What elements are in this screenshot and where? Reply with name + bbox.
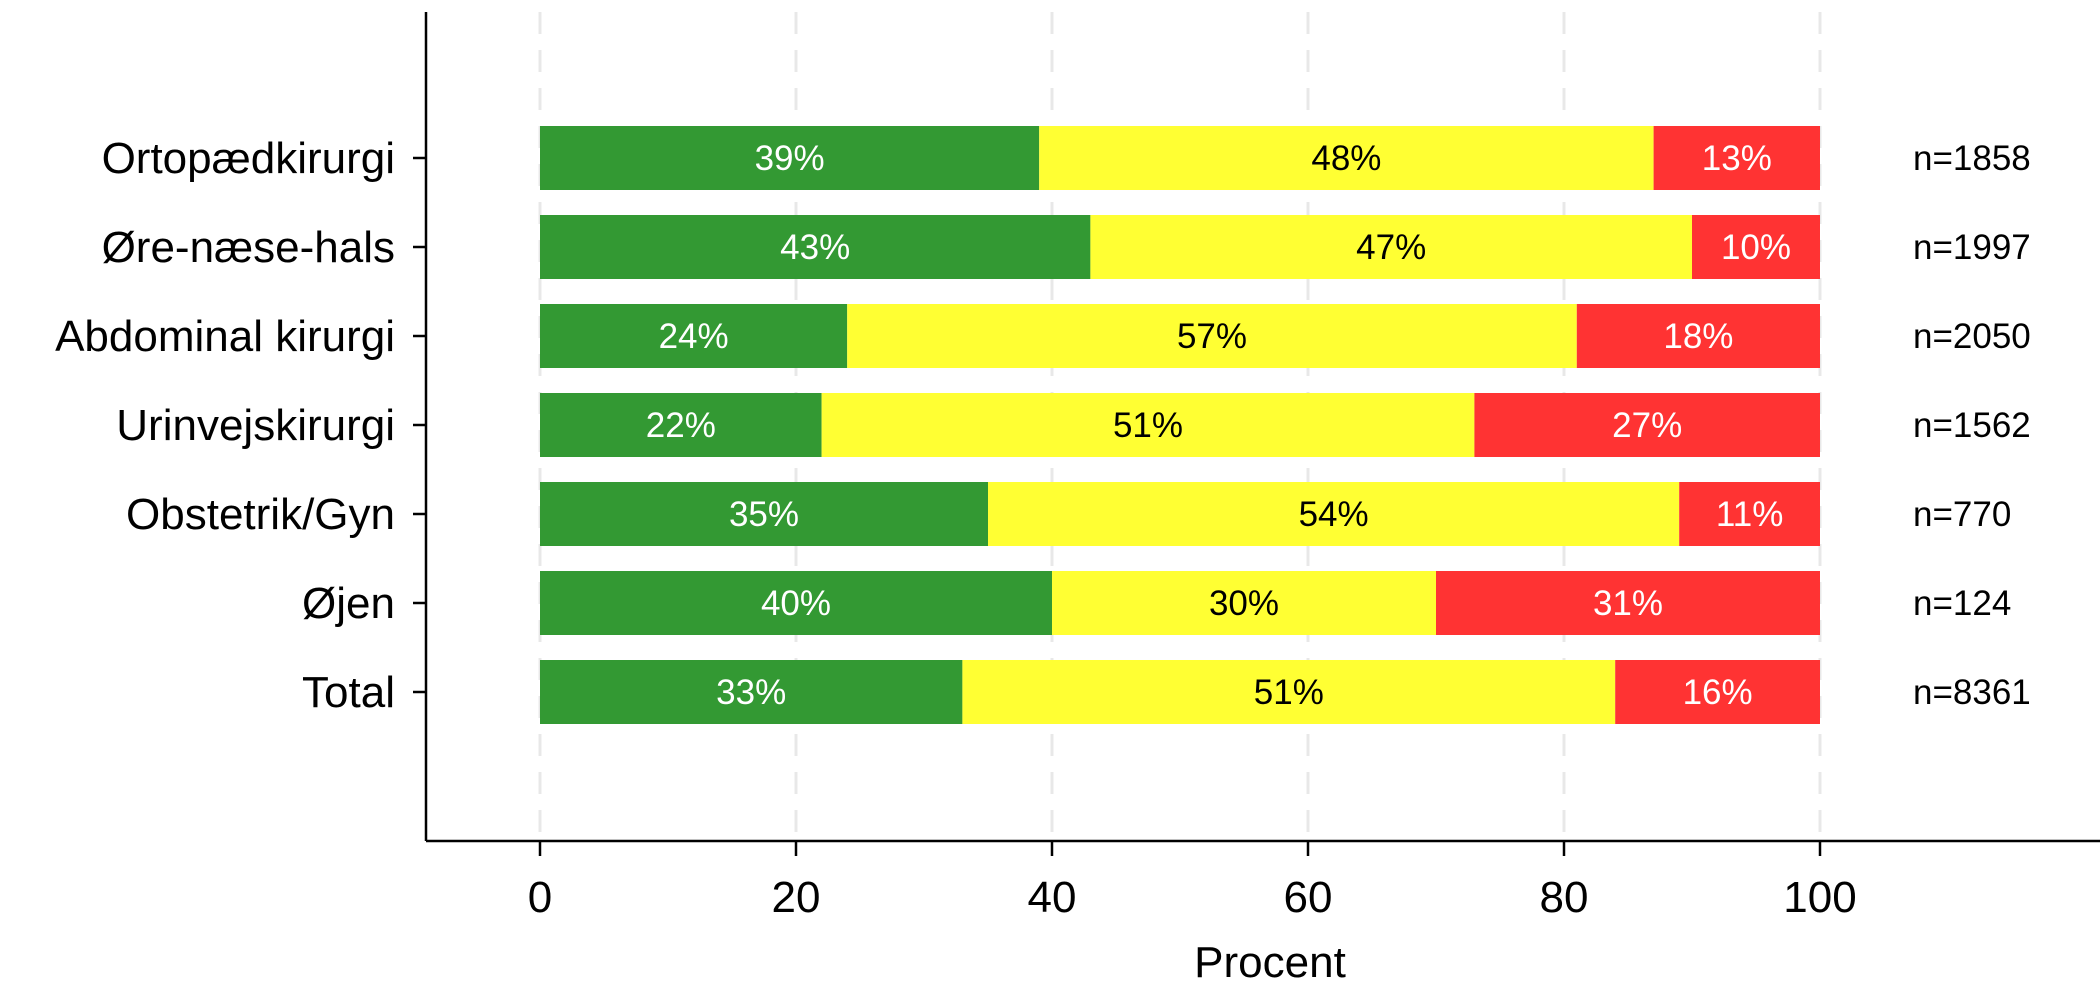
n-count-label: n=8361 [1913, 673, 2031, 712]
bar-value-label: 18% [1663, 317, 1733, 356]
bar-segment [1052, 571, 1436, 635]
category-label: Abdominal kirurgi [55, 312, 395, 361]
n-count-label: n=1562 [1913, 406, 2031, 445]
bar-segment [540, 660, 963, 724]
category-label: Total [302, 668, 395, 717]
bar-segment [540, 482, 988, 546]
bar-segment [540, 126, 1040, 190]
bar-segment [988, 482, 1680, 546]
bar-value-label: 24% [659, 317, 729, 356]
bar-segment [540, 393, 822, 457]
bar-value-label: 51% [1113, 406, 1183, 445]
bar-segment [847, 304, 1577, 368]
bar-segment [1679, 482, 1820, 546]
bar-value-label: 48% [1311, 139, 1381, 178]
category-labels: Ortopædkirurgi Øre-næse-hals Abdominal kir… [55, 134, 426, 717]
category-label: Øre-næse-hals [102, 223, 395, 272]
bar-value-label: 39% [755, 139, 825, 178]
bar-segment [540, 571, 1052, 635]
bar-value-label: 47% [1356, 228, 1426, 267]
bars: 39% 48% 13% 43% 47% 10% 24% 57% 18% 22% 51% 27% 35% 5… [540, 126, 1820, 724]
x-tick-label: 100 [1783, 873, 1856, 922]
category-label: Urinvejskirurgi [116, 401, 395, 450]
x-tick-label: 60 [1284, 873, 1333, 922]
bar-value-label: 43% [780, 228, 850, 267]
bar-segment [1692, 215, 1820, 279]
bar-segment [1615, 660, 1820, 724]
n-count-label: n=1997 [1913, 228, 2031, 267]
x-ticks: 0 20 40 60 80 100 [528, 841, 1857, 922]
x-tick-label: 40 [1028, 873, 1077, 922]
bar-value-label: 33% [716, 673, 786, 712]
n-count-label: n=124 [1913, 584, 2011, 623]
bar-value-label: 27% [1612, 406, 1682, 445]
bar-segment [540, 215, 1091, 279]
bar-segment [1653, 126, 1820, 190]
n-count-label: n=2050 [1913, 317, 2031, 356]
n-count-label: n=1858 [1913, 139, 2031, 178]
bar-segment [821, 393, 1475, 457]
x-tick-label: 0 [528, 873, 552, 922]
bar-segment [1474, 393, 1820, 457]
bar-segment [1090, 215, 1692, 279]
bar-value-label: 11% [1716, 495, 1783, 534]
bar-value-label: 13% [1702, 139, 1772, 178]
n-count-label: n=770 [1913, 495, 2011, 534]
x-tick-label: 80 [1540, 873, 1589, 922]
bar-segment [1576, 304, 1820, 368]
bar-segment [1039, 126, 1654, 190]
bar-segment [540, 304, 848, 368]
bar-value-label: 31% [1593, 584, 1663, 623]
bar-segment [962, 660, 1616, 724]
bar-segment [1436, 571, 1820, 635]
bar-value-label: 22% [646, 406, 716, 445]
bar-value-label: 57% [1177, 317, 1247, 356]
bar-value-label: 35% [729, 495, 799, 534]
category-label: Øjen [302, 579, 395, 628]
n-labels: n=1858 n=1997 n=2050 n=1562 n=770 n=124 n=8361 [1913, 139, 2031, 712]
bar-value-label: 51% [1254, 673, 1324, 712]
category-label: Obstetrik/Gyn [126, 490, 395, 539]
bar-value-label: 30% [1209, 584, 1279, 623]
bar-value-label: 16% [1683, 673, 1753, 712]
x-tick-label: 20 [772, 873, 821, 922]
bar-value-label: 10% [1721, 228, 1791, 267]
bar-value-label: 40% [761, 584, 831, 623]
bar-value-label: 54% [1299, 495, 1369, 534]
category-label: Ortopædkirurgi [102, 134, 395, 183]
x-axis-title: Procent [1194, 938, 1346, 982]
